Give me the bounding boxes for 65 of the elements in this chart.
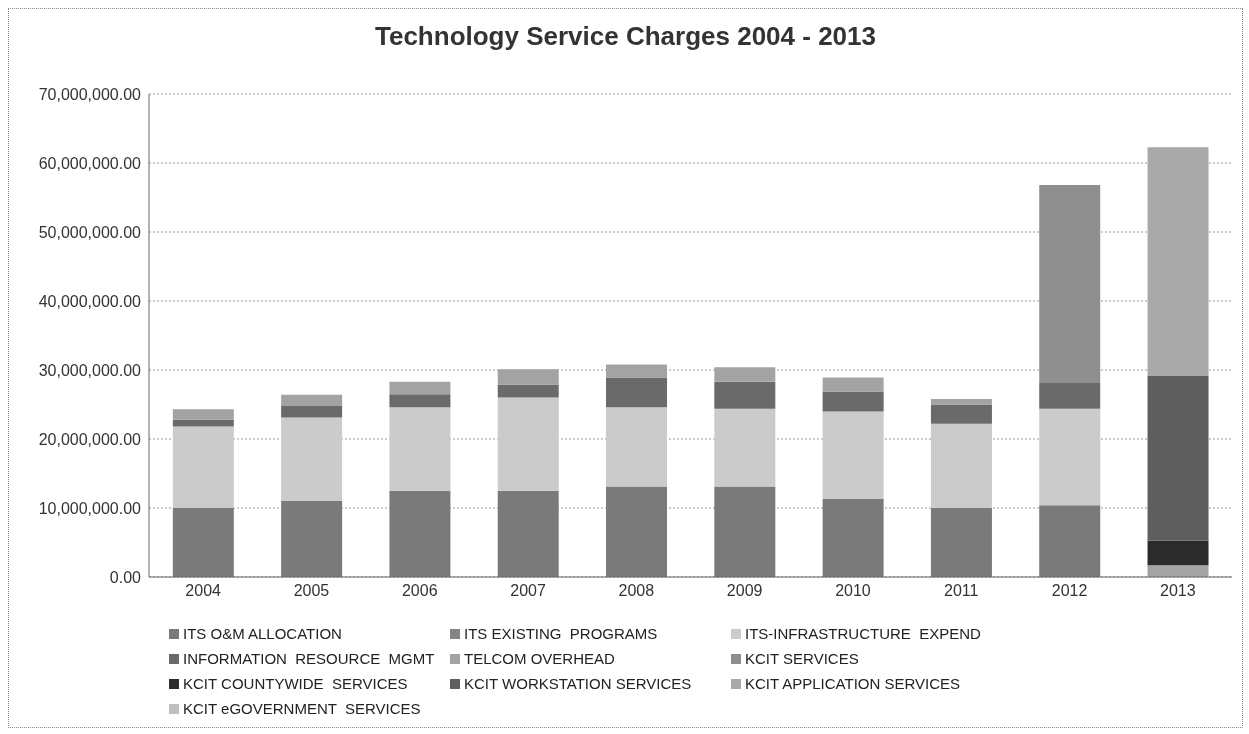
y-tick-label: 0.00 bbox=[109, 568, 142, 586]
bar bbox=[930, 404, 992, 424]
bar bbox=[930, 423, 992, 508]
bar bbox=[714, 381, 776, 409]
x-tick-label: 2011 bbox=[944, 582, 979, 600]
bar bbox=[714, 486, 776, 577]
x-tick-label: 2013 bbox=[1160, 582, 1196, 600]
bar bbox=[281, 501, 343, 577]
y-tick-label: 20,000,000.00 bbox=[38, 430, 142, 448]
bar bbox=[389, 490, 451, 577]
bar bbox=[172, 409, 234, 420]
legend-label: KCIT COUNTYWIDE SERVICES bbox=[183, 675, 408, 692]
y-tick-label: 50,000,000.00 bbox=[38, 223, 142, 241]
x-tick-label: 2009 bbox=[726, 582, 763, 600]
bar bbox=[606, 407, 668, 487]
x-tick-label: 2004 bbox=[185, 582, 222, 600]
x-tick-label: 2007 bbox=[510, 582, 546, 600]
x-tick-label: 2006 bbox=[401, 582, 438, 600]
y-tick-label: 10,000,000.00 bbox=[38, 499, 142, 517]
bar bbox=[281, 394, 343, 406]
bar bbox=[1039, 505, 1101, 577]
bar bbox=[172, 508, 234, 577]
chart-title: Technology Service Charges 2004 - 2013 bbox=[374, 21, 877, 52]
bar bbox=[1147, 147, 1209, 376]
bar bbox=[172, 426, 234, 508]
bar bbox=[389, 394, 451, 408]
bar bbox=[389, 407, 451, 491]
y-tick-label: 30,000,000.00 bbox=[38, 361, 142, 379]
bar bbox=[172, 419, 234, 427]
legend-label: KCIT APPLICATION SERVICES bbox=[745, 675, 961, 692]
y-tick-label: 40,000,000.00 bbox=[38, 292, 142, 310]
bar bbox=[822, 499, 884, 577]
legend-label: ITS EXISTING PROGRAMS bbox=[464, 625, 658, 642]
legend-label: ITS O&M ALLOCATION bbox=[183, 625, 342, 642]
bar bbox=[606, 486, 668, 577]
bar bbox=[389, 381, 451, 395]
x-tick-label: 2012 bbox=[1051, 582, 1088, 600]
bar bbox=[1147, 565, 1209, 577]
legend-label: KCIT eGOVERNMENT SERVICES bbox=[183, 700, 421, 717]
bar bbox=[822, 391, 884, 412]
y-tick-label: 70,000,000.00 bbox=[38, 85, 142, 103]
bar bbox=[1039, 408, 1101, 506]
bar bbox=[822, 411, 884, 500]
x-tick-label: 2010 bbox=[835, 582, 871, 600]
legend-label: ITS-INFRASTRUCTURE EXPEND bbox=[745, 625, 981, 642]
x-tick-label: 2008 bbox=[618, 582, 655, 600]
bar bbox=[822, 377, 884, 392]
legend-label: KCIT WORKSTATION SERVICES bbox=[464, 675, 692, 692]
bar bbox=[1147, 375, 1209, 541]
bar bbox=[930, 508, 992, 577]
x-tick-label: 2005 bbox=[293, 582, 330, 600]
y-tick-label: 60,000,000.00 bbox=[38, 154, 142, 172]
bar bbox=[714, 408, 776, 487]
bar bbox=[281, 405, 343, 418]
bar bbox=[1147, 540, 1209, 566]
legend-label: TELCOM OVERHEAD bbox=[464, 650, 615, 667]
bar bbox=[281, 417, 343, 502]
bar bbox=[497, 384, 559, 398]
bar bbox=[606, 377, 668, 408]
bar bbox=[1039, 383, 1101, 409]
bar bbox=[497, 490, 559, 577]
bar bbox=[497, 397, 559, 491]
legend-label: INFORMATION RESOURCE MGMT bbox=[183, 650, 435, 667]
legend-label: KCIT SERVICES bbox=[745, 650, 859, 667]
bar bbox=[930, 398, 992, 405]
